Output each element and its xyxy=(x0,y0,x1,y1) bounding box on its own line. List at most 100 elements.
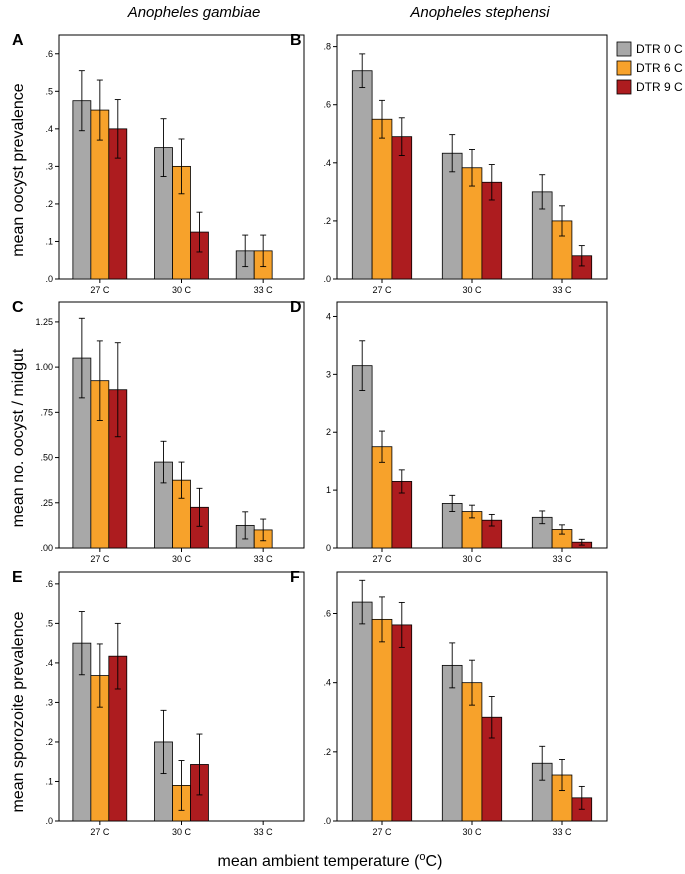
error-bar xyxy=(449,134,456,173)
error-bar xyxy=(359,53,366,89)
y-tick-label: .0 xyxy=(323,274,331,284)
y-tick-label: 4 xyxy=(326,311,331,321)
error-bar xyxy=(160,440,167,484)
error-bar xyxy=(242,234,249,268)
y-axis-label-sporozoite-prevalence: mean sporozoite prevalence xyxy=(10,611,27,812)
y-tick-label: .5 xyxy=(45,86,53,96)
y-tick-label: 0 xyxy=(326,543,331,553)
y-tick-label: .6 xyxy=(45,49,53,59)
x-tick-label: 27 C xyxy=(90,285,110,295)
bar-dtr-0-c xyxy=(441,664,463,822)
y-tick-label: .5 xyxy=(45,618,53,628)
y-tick-label: .3 xyxy=(45,697,53,707)
legend-label: DTR 6 C xyxy=(636,61,683,75)
error-bar xyxy=(196,211,203,253)
x-tick-label: 30 C xyxy=(172,827,192,837)
error-bar xyxy=(539,510,546,525)
error-bar xyxy=(260,518,267,542)
error-bar xyxy=(114,99,121,159)
y-tick-label: .2 xyxy=(323,216,331,226)
y-tick-label: .6 xyxy=(45,579,53,589)
error-bar xyxy=(260,234,267,268)
panel-c: C .00 .25 .50 .75 1.00 1.25 27 C 30 C 33 C xyxy=(12,299,305,564)
error-bar xyxy=(469,659,475,706)
error-bar xyxy=(379,596,385,643)
y-tick-label: .4 xyxy=(323,158,331,168)
error-bar xyxy=(96,79,103,141)
legend-item-dtr-0-c: DTR 0 C xyxy=(616,41,683,57)
y-tick-label: 1 xyxy=(326,485,331,495)
bar-dtr-0-c xyxy=(351,601,373,822)
x-tick-label: 30 C xyxy=(462,554,482,564)
error-bar xyxy=(178,461,185,499)
x-tick-label: 33 C xyxy=(254,827,274,837)
legend-label: DTR 9 C xyxy=(636,80,683,94)
error-bar xyxy=(114,342,121,438)
bar-dtr-9-c xyxy=(391,624,413,822)
error-bar xyxy=(449,494,456,512)
x-tick-label: 33 C xyxy=(552,285,572,295)
error-bar xyxy=(178,138,185,195)
x-tick-label: 33 C xyxy=(254,554,274,564)
error-bar xyxy=(196,733,203,796)
error-bar xyxy=(559,524,565,535)
x-tick-label: 33 C xyxy=(552,827,572,837)
error-bar xyxy=(398,469,405,494)
error-bar xyxy=(559,758,565,792)
error-bar xyxy=(196,487,203,527)
x-tick-label: 30 C xyxy=(462,827,482,837)
error-bar xyxy=(359,340,366,392)
panel-b: B .0 .2 .4 .6 .8 27 C 30 C 33 C xyxy=(290,32,608,295)
error-bar xyxy=(359,579,366,625)
y-tick-label: .2 xyxy=(323,747,331,757)
error-bar xyxy=(96,340,103,421)
error-bar xyxy=(488,164,495,201)
x-tick-label: 27 C xyxy=(90,827,110,837)
panel-letter: D xyxy=(290,299,302,316)
x-axis-label-superscript: o xyxy=(419,851,425,863)
y-tick-label: 1.00 xyxy=(35,362,53,372)
legend-item-dtr-6-c: DTR 6 C xyxy=(616,60,683,76)
panel-letter: E xyxy=(12,569,23,586)
error-bar xyxy=(559,205,565,237)
y-tick-label: .25 xyxy=(40,498,53,508)
legend-swatch xyxy=(616,41,632,57)
error-bar xyxy=(96,643,103,708)
y-tick-label: .8 xyxy=(323,42,331,52)
y-tick-label: 2 xyxy=(326,427,331,437)
error-bar xyxy=(398,601,405,648)
x-axis-label-main: mean ambient temperature ( xyxy=(218,853,421,870)
error-bar xyxy=(488,513,495,527)
error-bar xyxy=(160,118,167,177)
y-tick-label: .4 xyxy=(45,124,53,134)
y-axis-label-oocyst-per-midgut: mean no. oocyst / midgut xyxy=(10,348,27,527)
error-bar xyxy=(449,642,456,689)
bar-dtr-0-c xyxy=(351,365,373,549)
panel-f: F .0 .2 .4 .6 27 C 30 C 33 C xyxy=(290,569,608,837)
y-tick-label: .4 xyxy=(45,658,53,668)
error-bar xyxy=(488,696,495,739)
panels: A.0.1.2.3.4.5.627 C 30 C 33 CB.0.2.4.6.827… xyxy=(12,32,608,837)
y-tick-label: .6 xyxy=(323,609,331,619)
y-tick-label: .1 xyxy=(45,776,53,786)
bar-dtr-6-c xyxy=(371,118,393,280)
error-bar xyxy=(78,611,85,676)
x-tick-label: 27 C xyxy=(372,285,392,295)
x-tick-label: 33 C xyxy=(254,285,274,295)
bar-dtr-9-c xyxy=(391,136,413,280)
error-bar xyxy=(469,148,475,187)
legend: DTR 0 C DTR 6 C DTR 9 C xyxy=(616,41,683,95)
panel-e: E .0 .1 .2 .3 .4 .5 .6 27 C 30 C 33 C xyxy=(12,569,305,837)
y-tick-label: 3 xyxy=(326,369,331,379)
column-title-stephensi: Anopheles stephensi xyxy=(409,4,550,21)
legend-swatch xyxy=(616,79,632,95)
panel-d: D 0 1 2 3 4 27 C 30 C 33 C xyxy=(290,299,608,564)
y-tick-label: 1.25 xyxy=(35,317,53,327)
legend-item-dtr-9-c: DTR 9 C xyxy=(616,79,683,95)
x-tick-label: 27 C xyxy=(90,554,110,564)
x-axis-label: mean ambient temperature (oC) xyxy=(218,851,443,870)
legend-swatch xyxy=(616,60,632,76)
y-tick-label: .0 xyxy=(323,816,331,826)
y-tick-label: .00 xyxy=(40,543,53,553)
y-tick-label: .50 xyxy=(40,453,53,463)
